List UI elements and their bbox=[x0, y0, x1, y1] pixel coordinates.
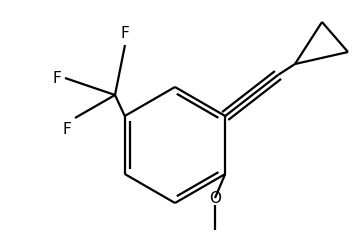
Text: F: F bbox=[62, 122, 71, 137]
Text: F: F bbox=[52, 70, 61, 85]
Text: F: F bbox=[120, 26, 129, 41]
Text: O: O bbox=[209, 190, 221, 205]
